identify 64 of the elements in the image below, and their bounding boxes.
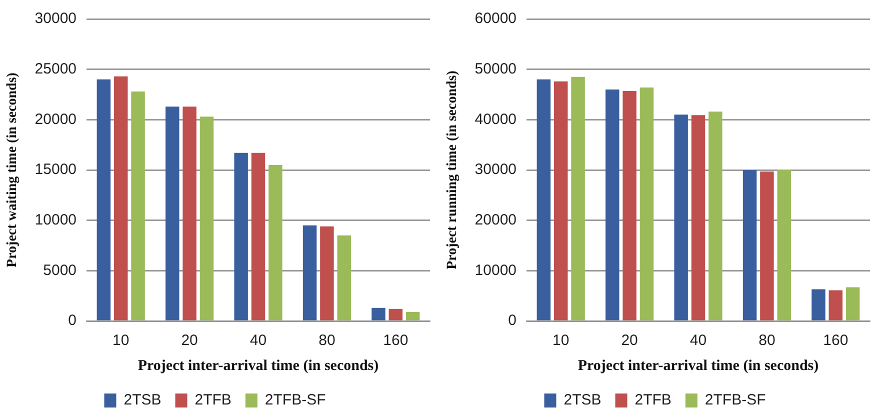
bar	[571, 76, 585, 320]
bar	[708, 112, 722, 320]
x-tick-label: 10	[112, 332, 130, 350]
x-tick-label: 160	[383, 332, 408, 350]
bar	[536, 79, 551, 320]
legend-label: 2TSB	[124, 392, 162, 409]
bar	[388, 308, 403, 320]
bar	[251, 152, 266, 320]
legend-label: 2TFB	[634, 392, 672, 409]
y-tick-label: 15000	[34, 161, 77, 178]
y-tick-label: 60000	[474, 10, 517, 28]
y-tick-label: 5000	[43, 262, 77, 279]
x-tick-label: 80	[758, 332, 776, 350]
bar	[131, 91, 145, 320]
x-tick-label: 20	[181, 332, 198, 350]
bar	[846, 287, 860, 320]
bar	[302, 225, 317, 320]
y-tick-label: 30000	[474, 161, 517, 178]
bar	[606, 89, 620, 320]
y-tick-label: 0	[508, 312, 517, 330]
bar	[742, 170, 757, 320]
bar	[96, 79, 111, 320]
y-axis-title: Project waiting time (in seconds)	[5, 72, 20, 268]
y-tick-label: 10000	[474, 262, 517, 279]
bar	[640, 87, 654, 320]
bar	[337, 235, 351, 320]
bar	[114, 76, 128, 320]
x-tick-label: 20	[621, 332, 638, 350]
x-tick-label: 40	[250, 332, 267, 350]
bar	[554, 81, 568, 320]
y-tick-label: 50000	[474, 60, 517, 78]
bar	[674, 114, 688, 320]
x-tick-label: 10	[552, 332, 570, 350]
bar	[234, 152, 248, 320]
x-tick-label: 160	[823, 332, 848, 350]
x-tick-label: 40	[690, 332, 707, 350]
bar	[320, 226, 334, 320]
y-tick-label: 40000	[474, 110, 517, 128]
y-tick-label: 30000	[34, 10, 77, 28]
bar	[200, 116, 214, 320]
legend-label: 2TFB-SF	[264, 392, 326, 409]
y-tick-label: 25000	[34, 60, 77, 78]
x-axis-title: Project inter-arrival time (in seconds)	[578, 358, 819, 374]
bar	[812, 289, 826, 320]
bar	[777, 169, 791, 320]
bar	[691, 115, 706, 320]
bar	[166, 106, 180, 320]
bar	[372, 308, 386, 320]
bar	[622, 90, 636, 320]
x-tick-label: 80	[318, 332, 336, 350]
bar	[828, 290, 843, 320]
y-tick-label: 0	[68, 312, 77, 330]
y-tick-label: 10000	[34, 211, 77, 228]
legend-label: 2TFB	[194, 392, 232, 409]
y-axis-title: Project running time (in seconds)	[445, 70, 460, 270]
y-tick-label: 20000	[474, 211, 517, 228]
y-tick-label: 20000	[34, 110, 77, 128]
legend-label: 2TFB-SF	[704, 392, 766, 409]
bar	[268, 164, 282, 320]
bar	[406, 312, 420, 320]
x-axis-title: Project inter-arrival time (in seconds)	[138, 358, 379, 374]
bar	[182, 106, 196, 320]
bar	[760, 172, 774, 320]
legend-label: 2TSB	[564, 392, 602, 409]
